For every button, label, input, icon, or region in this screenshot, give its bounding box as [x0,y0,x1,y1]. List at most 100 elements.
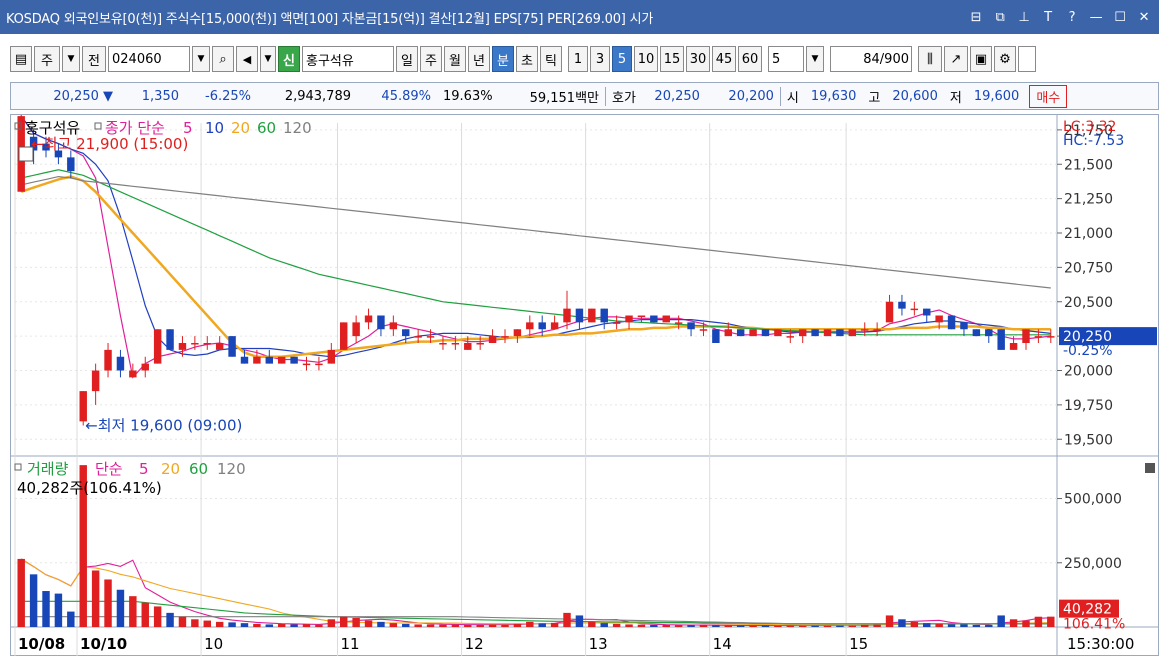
search-icon[interactable]: ⌕ [212,46,234,72]
candle-body [811,329,819,337]
candle-body [414,336,422,338]
volume-current-label: 40,282주(106.41%) [17,479,162,497]
help-icon[interactable]: ? [1068,9,1076,25]
chart-area[interactable]: 21,750 21,500 21,250 21,000 20,750 20,500 20,2… [10,109,1159,656]
candle-body [315,363,323,366]
price-tick-label: 20,750 [1064,260,1113,276]
buy-button[interactable]: 매수 [1029,84,1068,108]
period-select[interactable]: 전 [82,46,106,72]
stock-name-field[interactable]: 홍구석유 [302,46,394,72]
candlestick-series [17,109,1055,426]
save-icon[interactable]: ▣ [970,46,992,72]
market-dropdown-icon[interactable]: ▼ [62,46,80,72]
stock-code-input[interactable]: 024060 [108,46,190,72]
candle-body [290,356,298,364]
volume-bar [947,624,956,627]
count-total: /900 [879,51,909,67]
next-dropdown-icon[interactable]: ▼ [260,46,276,72]
indicator-icon[interactable]: ⫼ [918,46,942,72]
close-icon[interactable]: ✕ [1138,9,1150,25]
window-controls: ⊟ ⧉ ⊥ T ? — ☐ ✕ [965,10,1159,25]
tab-year[interactable]: 년 [468,46,490,72]
count-current: 84 [863,51,880,67]
volume-tick-label: 250,000 [1064,556,1122,572]
volume-bar [315,624,323,627]
candle-body [153,329,162,364]
candle-body [972,329,981,337]
volume-current-tag: 40,282 [1063,602,1112,618]
high-price: 20,600 [892,88,938,104]
interval-1[interactable]: 1 [568,46,588,72]
settings-gear-icon[interactable]: ⚙ [994,46,1016,72]
candle-body [873,329,881,331]
candle-body [885,301,894,323]
minimize-icon[interactable]: — [1089,9,1103,25]
current-price-tag-bg [1059,327,1157,346]
checkbox-option[interactable] [1018,46,1036,72]
volume-bar [402,623,410,627]
candle-body [848,329,857,337]
interval-10[interactable]: 10 [634,46,658,72]
tab-day[interactable]: 일 [396,46,418,72]
high-label: 고 [868,90,881,106]
candle-body [377,315,385,330]
volume-current-pct-tag: 106.41% [1063,617,1125,633]
prev-stock-icon[interactable]: ◀ [236,46,258,72]
volume-bar [612,623,621,627]
volume-ma120-line [21,616,1051,625]
candle-body [985,329,993,337]
legend-ma-label: 120 [283,119,312,137]
candle-body [538,322,546,330]
interval-5[interactable]: 5 [612,46,632,72]
volume-bar [340,616,348,627]
table-grid-icon [18,146,34,162]
interval-30[interactable]: 30 [686,46,710,72]
drawing-tool-icon[interactable]: ↗ [944,46,968,72]
candle-body [464,343,472,350]
interval-dropdown-icon[interactable]: ▼ [806,46,824,72]
pin-icon[interactable]: ⊥ [1018,9,1030,25]
legend-box-icon [14,463,22,471]
candle-body [923,308,931,316]
volume-moving-averages [20,558,1051,627]
volume-bar [42,591,50,627]
candle-body [575,308,584,323]
volume-current-tag-bg [1059,599,1119,618]
restore-icon[interactable]: ⊟ [970,9,982,25]
layout-icon[interactable]: ▤ [10,46,32,72]
low-price: 19,600 [973,88,1020,104]
price-tick-label: 20,000 [1064,364,1113,380]
tab-week[interactable]: 주 [420,46,442,72]
legend-ma-label: 60 [257,119,276,137]
hoga-label: 호가 [605,86,642,106]
market-select[interactable]: 주 [34,46,60,72]
volume-bar [674,625,683,627]
interval-45[interactable]: 45 [712,46,736,72]
candle-body [1047,336,1055,338]
volume-bar [240,623,249,627]
window-icon[interactable]: ⧉ [995,9,1005,25]
code-dropdown-icon[interactable]: ▼ [192,46,210,72]
volume-bars [17,465,1055,627]
volume-bar [501,624,509,627]
price-tick-label: 19,750 [1064,398,1113,414]
current-price: 20,250 ▼ [53,88,113,104]
stock-chart[interactable]: 21,750 21,500 21,250 21,000 20,750 20,500 20,2… [11,109,1159,656]
maximize-icon[interactable]: ☐ [1114,9,1126,25]
font-icon[interactable]: T [1044,9,1052,25]
tab-tick[interactable]: 틱 [540,46,562,72]
interval-60[interactable]: 60 [738,46,762,72]
price-tick-label: 21,500 [1064,157,1113,173]
count-field[interactable]: 84/900 [830,46,912,72]
tab-month[interactable]: 월 [444,46,466,72]
candle-body [736,329,745,337]
interval-15[interactable]: 15 [660,46,684,72]
tab-second[interactable]: 초 [516,46,538,72]
tab-minute[interactable]: 분 [492,46,514,72]
interval-input[interactable]: 5 [768,46,804,72]
volume-bar [352,618,360,627]
volume-bar [798,625,807,627]
x-tick-label: 14 [713,635,732,653]
candle-body [774,329,782,337]
interval-3[interactable]: 3 [590,46,610,72]
